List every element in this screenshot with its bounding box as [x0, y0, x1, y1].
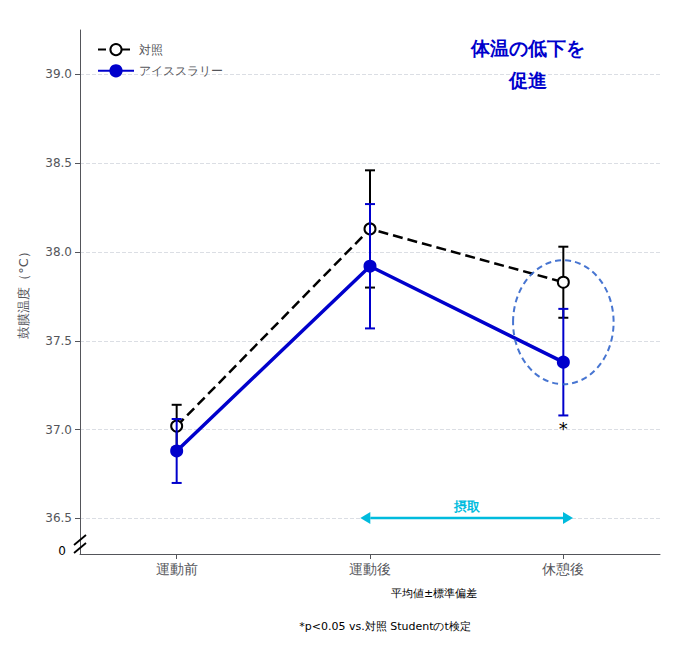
svg-text:体温の低下を: 体温の低下を: [470, 37, 585, 59]
svg-text:*p<0.05 vs.対照 Studentのt検定: *p<0.05 vs.対照 Studentのt検定: [299, 620, 471, 633]
svg-text:運動後: 運動後: [349, 561, 391, 577]
svg-text:38.5: 38.5: [45, 156, 72, 170]
svg-text:アイススラリー: アイススラリー: [139, 64, 223, 78]
svg-text:促進: 促進: [508, 69, 547, 91]
svg-text:37.0: 37.0: [45, 423, 72, 437]
svg-text:*: *: [559, 418, 568, 439]
svg-text:39.0: 39.0: [45, 67, 72, 81]
svg-text:摂取: 摂取: [453, 499, 481, 514]
svg-text:鼓膜温度（°C）: 鼓膜温度（°C）: [16, 245, 31, 339]
svg-text:0: 0: [58, 544, 66, 558]
svg-text:休憩後: 休憩後: [542, 561, 584, 577]
svg-text:36.5: 36.5: [45, 511, 72, 525]
svg-text:37.5: 37.5: [45, 334, 72, 348]
svg-text:38.0: 38.0: [45, 245, 72, 259]
svg-text:対照: 対照: [139, 43, 163, 57]
svg-text:運動前: 運動前: [156, 561, 198, 577]
svg-text:平均値±標準偏差: 平均値±標準偏差: [391, 587, 477, 600]
